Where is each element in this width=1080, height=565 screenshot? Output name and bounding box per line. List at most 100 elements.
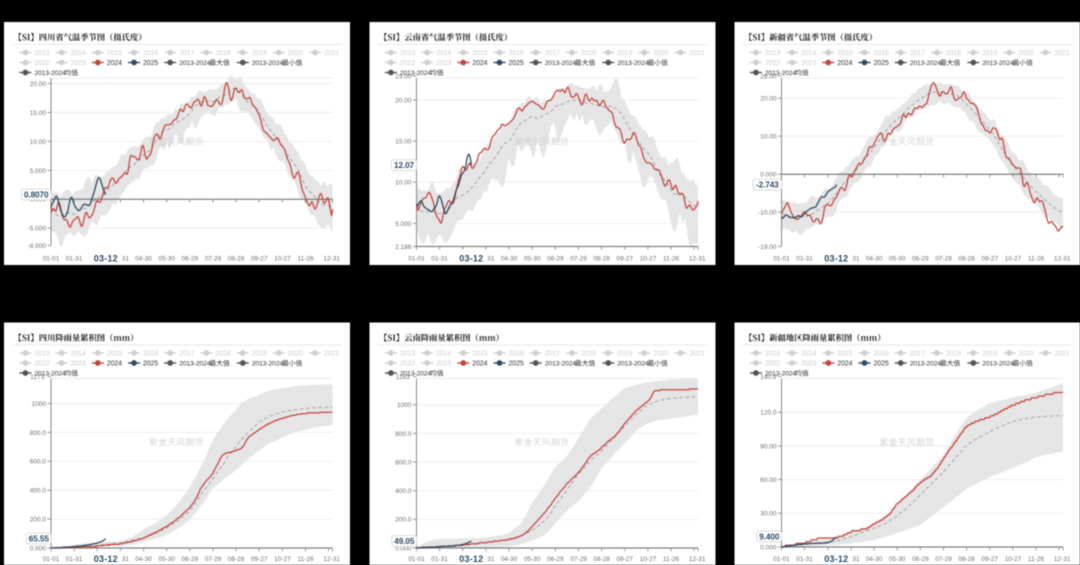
svg-text:15.00: 15.00 [30, 110, 47, 117]
svg-text:2013: 2013 [400, 50, 415, 57]
svg-text:2021: 2021 [1055, 50, 1070, 57]
svg-text:2025: 2025 [143, 361, 158, 368]
svg-text:140.8: 140.8 [760, 374, 777, 381]
svg-text:2024: 2024 [837, 60, 852, 67]
svg-text:10.00: 10.00 [760, 134, 777, 141]
svg-text:01-31: 01-31 [796, 256, 813, 263]
svg-text:2013-2024: 2013-2024 [910, 60, 942, 67]
svg-text:05-30: 05-30 [158, 256, 175, 263]
svg-text:-8.000: -8.000 [28, 243, 47, 250]
svg-text:0.000: 0.000 [395, 545, 412, 552]
svg-text:04-30: 04-30 [501, 256, 518, 263]
svg-text:2022: 2022 [34, 60, 49, 67]
svg-text:31: 31 [487, 256, 495, 263]
svg-text:65.55: 65.55 [29, 534, 50, 543]
svg-text:2013-2024: 2013-2024 [252, 60, 284, 67]
svg-text:06-29: 06-29 [912, 556, 929, 563]
svg-text:07-29: 07-29 [570, 256, 587, 263]
svg-text:2013-2024: 2013-2024 [400, 70, 432, 77]
svg-text:2013-2024: 2013-2024 [617, 60, 649, 67]
svg-text:2020: 2020 [288, 351, 303, 358]
svg-text:2015: 2015 [472, 50, 487, 57]
svg-text:12-31: 12-31 [1054, 256, 1071, 263]
svg-text:01-01: 01-01 [773, 556, 790, 563]
svg-text:2015: 2015 [837, 351, 852, 358]
svg-text:2020: 2020 [1018, 351, 1033, 358]
svg-text:2013-2024: 2013-2024 [34, 70, 66, 77]
svg-text:12-31: 12-31 [323, 256, 340, 263]
svg-text:2013: 2013 [34, 351, 49, 358]
svg-text:2016: 2016 [874, 50, 889, 57]
svg-text:04-30: 04-30 [866, 556, 883, 563]
svg-text:08-28: 08-28 [593, 256, 610, 263]
svg-text:04-30: 04-30 [866, 256, 883, 263]
svg-text:90.00: 90.00 [760, 443, 777, 450]
svg-text:03-12: 03-12 [459, 253, 483, 263]
svg-text:01-31: 01-31 [431, 556, 448, 563]
svg-text:2022: 2022 [400, 60, 415, 67]
svg-text:10-27: 10-27 [1005, 256, 1022, 263]
svg-text:30.00: 30.00 [760, 511, 777, 518]
svg-text:12-31: 12-31 [1054, 556, 1071, 563]
svg-text:-19.00: -19.00 [758, 244, 777, 251]
svg-text:2024: 2024 [107, 60, 122, 67]
svg-text:01-31: 01-31 [66, 256, 83, 263]
svg-text:2025: 2025 [509, 60, 524, 67]
svg-text:26.00: 26.00 [760, 73, 777, 80]
svg-text:06-29: 06-29 [181, 256, 198, 263]
svg-text:06-29: 06-29 [181, 556, 198, 563]
svg-text:2025: 2025 [874, 60, 889, 67]
svg-text:12.07: 12.07 [394, 161, 415, 170]
svg-text:09-27: 09-27 [616, 256, 633, 263]
svg-text:400.0: 400.0 [395, 488, 412, 495]
svg-text:2015: 2015 [837, 50, 852, 57]
svg-text:400.0: 400.0 [30, 488, 47, 495]
svg-text:2016: 2016 [874, 351, 889, 358]
svg-text:07-29: 07-29 [205, 256, 222, 263]
svg-text:2021: 2021 [324, 351, 339, 358]
svg-text:11-26: 11-26 [1028, 256, 1045, 263]
svg-text:2013: 2013 [34, 50, 49, 57]
svg-text:2018: 2018 [215, 351, 230, 358]
svg-text:2025: 2025 [874, 361, 889, 368]
svg-text:200.0: 200.0 [395, 517, 412, 524]
svg-text:2019: 2019 [617, 351, 632, 358]
svg-text:2021: 2021 [690, 50, 705, 57]
svg-text:07-29: 07-29 [570, 556, 587, 563]
svg-text:2013-2024: 2013-2024 [34, 371, 66, 378]
svg-text:2022: 2022 [765, 361, 780, 368]
svg-text:10.00: 10.00 [395, 180, 412, 187]
svg-text:09-27: 09-27 [981, 556, 998, 563]
svg-text:11-26: 11-26 [297, 556, 314, 563]
svg-text:2020: 2020 [1018, 50, 1033, 57]
svg-text:06-29: 06-29 [547, 256, 564, 263]
svg-text:2013-2024: 2013-2024 [400, 371, 432, 378]
svg-text:2013-2024: 2013-2024 [179, 60, 211, 67]
svg-text:10-27: 10-27 [640, 556, 657, 563]
svg-text:01-01: 01-01 [773, 256, 790, 263]
svg-text:2013: 2013 [765, 351, 780, 358]
svg-text:2016: 2016 [509, 50, 524, 57]
svg-text:2015: 2015 [472, 351, 487, 358]
svg-text:5.000: 5.000 [395, 221, 412, 228]
svg-text:2024: 2024 [107, 361, 122, 368]
svg-text:01-31: 01-31 [66, 556, 83, 563]
svg-text:2019: 2019 [982, 351, 997, 358]
svg-text:2013-2024: 2013-2024 [910, 361, 942, 368]
svg-text:01-01: 01-01 [408, 256, 425, 263]
svg-text:2023: 2023 [71, 361, 86, 368]
svg-text:2023: 2023 [71, 60, 86, 67]
svg-text:2018: 2018 [946, 50, 961, 57]
svg-text:2015: 2015 [107, 351, 122, 358]
svg-text:05-30: 05-30 [158, 556, 175, 563]
svg-text:2013-2024: 2013-2024 [982, 60, 1014, 67]
svg-text:12-31: 12-31 [689, 556, 706, 563]
svg-text:2013-2024: 2013-2024 [545, 60, 577, 67]
svg-text:03-12: 03-12 [94, 253, 118, 263]
svg-text:04-30: 04-30 [135, 256, 152, 263]
svg-text:03-12: 03-12 [824, 554, 848, 564]
svg-text:10-27: 10-27 [274, 556, 291, 563]
svg-text:31: 31 [852, 556, 860, 563]
svg-text:2013-2024: 2013-2024 [545, 361, 577, 368]
svg-text:11-26: 11-26 [297, 256, 314, 263]
